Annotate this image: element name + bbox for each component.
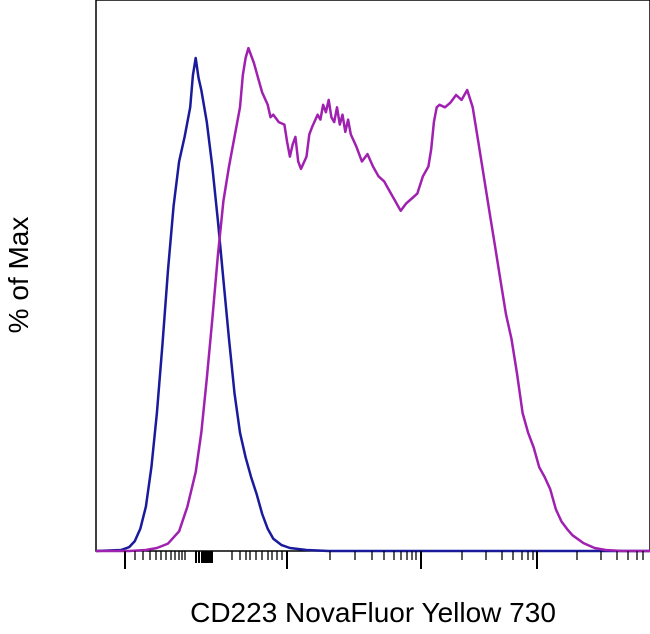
x-axis-label: CD223 NovaFluor Yellow 730 [190,597,556,628]
y-axis-label: % of Max [3,217,34,334]
x-axis-ticks [124,551,644,569]
histogram-series-2 [96,46,650,553]
plot-frame [95,0,650,552]
histogram-series-1 [95,56,650,553]
series-layer [95,46,650,553]
